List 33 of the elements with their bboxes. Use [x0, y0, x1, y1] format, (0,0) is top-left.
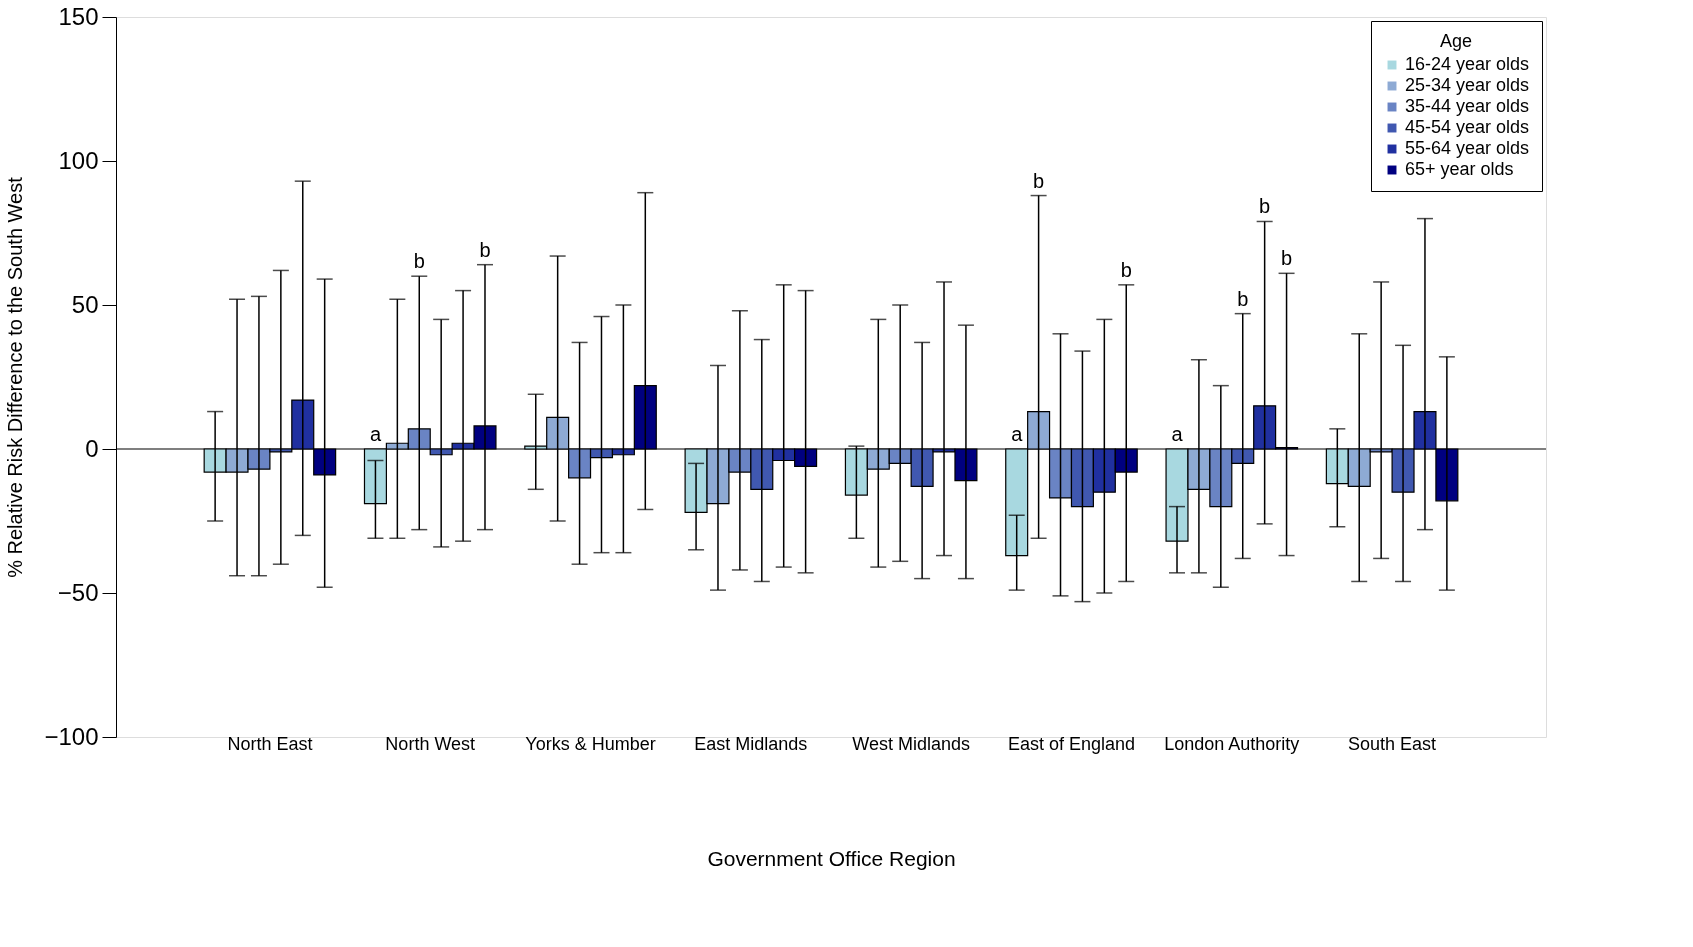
x-tick-label: North West [385, 733, 476, 754]
annotation: b [413, 250, 425, 273]
x-axis-title: Government Office Region [707, 846, 956, 870]
x-tick-label: South East [1348, 733, 1437, 754]
legend-title: Age [1439, 31, 1473, 51]
annotation: b [1237, 287, 1249, 310]
annotation: b [1281, 247, 1293, 270]
legend-label: 35-44 year olds [1405, 96, 1530, 116]
y-tick-label: −50 [57, 578, 99, 606]
legend-label: 25-34 year olds [1405, 75, 1530, 95]
legend-label: 55-64 year olds [1405, 138, 1530, 158]
x-tick-label: East of England [1007, 733, 1136, 754]
x-tick-label: Yorks & Humber [525, 733, 656, 754]
annotation: a [1171, 423, 1184, 445]
y-tick-label: 150 [58, 2, 99, 30]
x-tick-label: North East [227, 733, 313, 754]
x-tick-label: East Midlands [694, 733, 808, 754]
x-tick-label: West Midlands [852, 733, 971, 754]
annotation: b [1120, 258, 1132, 281]
annotation: b [1259, 195, 1271, 218]
annotation: a [369, 423, 382, 445]
annotation: a [1011, 423, 1024, 445]
legend-label: 45-54 year olds [1405, 117, 1530, 137]
y-axis-title: % Relative Risk Difference to the South West [4, 176, 27, 578]
y-tick-label: 50 [71, 290, 99, 318]
annotation: b [479, 238, 491, 261]
y-tick-label: −100 [44, 722, 99, 750]
legend-label: 65+ year olds [1405, 159, 1514, 179]
annotation: b [1033, 169, 1045, 192]
legend-label: 16-24 year olds [1405, 54, 1530, 74]
y-tick-label: 0 [85, 434, 99, 462]
y-tick-label: 100 [58, 146, 99, 174]
x-tick-label: London Authority [1164, 733, 1300, 754]
